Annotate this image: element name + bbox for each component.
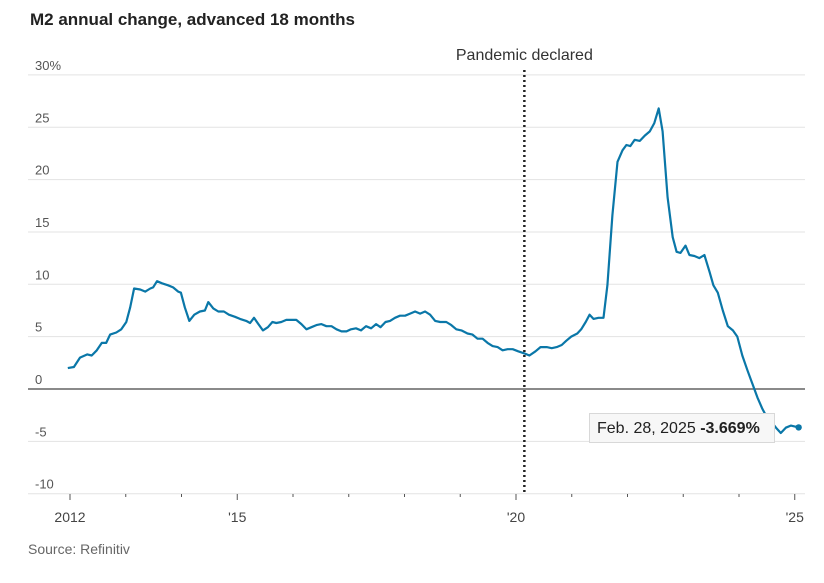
series-line	[67, 107, 799, 435]
y-tick-label: 20	[35, 163, 49, 178]
tooltip-date: Feb. 28, 2025	[597, 420, 696, 437]
pandemic-label: Pandemic declared	[456, 47, 593, 64]
x-tick-label: '20	[507, 509, 525, 525]
last-point-marker	[795, 424, 802, 431]
series-m2	[67, 107, 802, 435]
x-axis: 2012 '15 '20 '25	[54, 494, 804, 525]
x-tick-label: '15	[228, 509, 246, 525]
x-tick-label: 2012	[54, 509, 85, 525]
tooltip-value: -3.669%	[700, 420, 760, 437]
data-tooltip: Feb. 28, 2025 -3.669%	[589, 413, 775, 443]
x-tick-label: '25	[786, 509, 804, 525]
y-axis: 30% 25 20 15 10 5 0 -5 -10	[35, 58, 61, 492]
y-tick-label: 0	[35, 372, 42, 387]
pandemic-annotation: Pandemic declared	[456, 47, 593, 494]
y-tick-label: -10	[35, 477, 54, 492]
chart-title: M2 annual change, advanced 18 months	[30, 10, 355, 29]
y-tick-label: 25	[35, 110, 49, 125]
source-note: Source: Refinitiv	[28, 541, 130, 557]
y-tick-label: 30%	[35, 58, 61, 73]
y-tick-label: 15	[35, 215, 49, 230]
y-tick-label: 5	[35, 320, 42, 335]
y-tick-label: -5	[35, 424, 47, 439]
gridlines	[28, 74, 805, 495]
y-tick-label: 10	[35, 267, 49, 282]
